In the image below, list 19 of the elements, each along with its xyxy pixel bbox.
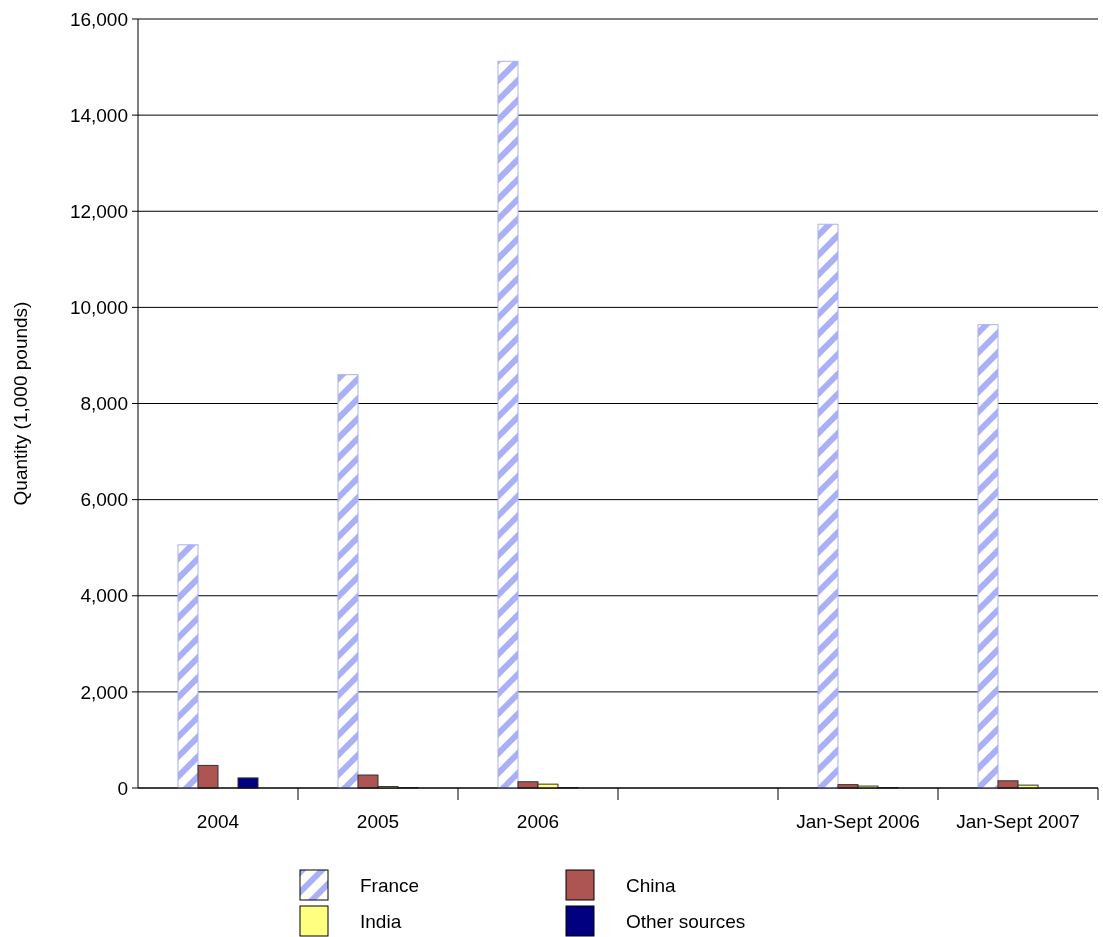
y-tick-label: 16,000 [69, 8, 128, 30]
legend-label: India [360, 910, 402, 932]
x-tick-label: 2005 [356, 811, 400, 832]
y-tick-label: 0 [117, 777, 128, 799]
x-tick-label: Jan-Sept 2007 [956, 811, 1080, 832]
x-tick-label: Jan-Sept 2006 [796, 811, 920, 832]
legend-label: China [626, 874, 677, 896]
y-tick-label: 14,000 [69, 104, 128, 126]
x-tick-label: 2006 [516, 811, 560, 832]
y-tick-label: 10,000 [69, 297, 128, 319]
legend-label: Other sources [626, 910, 746, 932]
y-tick-label: 6,000 [80, 489, 128, 511]
y-axis-title: Quantity (1,000 pounds) [10, 301, 31, 506]
y-tick-label: 4,000 [80, 585, 128, 607]
y-tick-label: 12,000 [69, 200, 128, 222]
x-tick-label: 2004 [196, 811, 240, 832]
y-tick-label: 8,000 [80, 393, 128, 415]
legend-label: France [360, 874, 420, 896]
y-tick-label: 2,000 [80, 681, 128, 703]
